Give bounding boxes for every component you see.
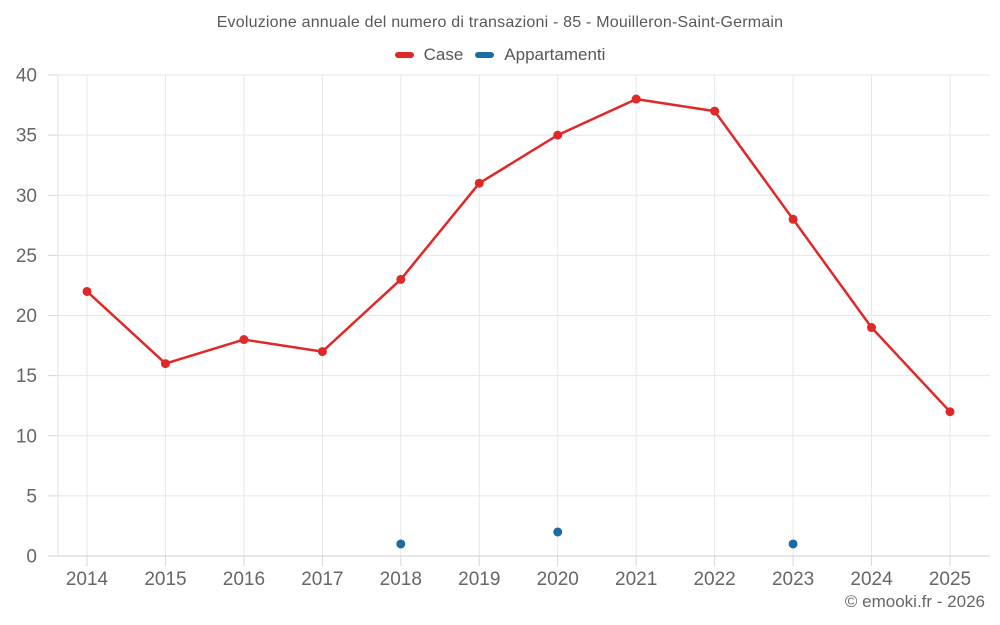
legend-item-appartamenti[interactable]: Appartamenti (475, 45, 605, 65)
y-axis-label: 20 (16, 306, 37, 327)
y-axis-label: 15 (16, 366, 37, 387)
y-axis-label: 5 (26, 486, 37, 507)
case-point-2017[interactable] (317, 347, 327, 357)
appartamenti-point-2023[interactable] (788, 539, 798, 549)
y-axis-label: 25 (16, 246, 37, 267)
case-point-2016[interactable] (239, 335, 249, 345)
x-axis-label: 2024 (850, 569, 893, 590)
y-axis-label: 40 (16, 66, 37, 87)
x-axis-label: 2023 (772, 569, 814, 590)
appartamenti-legend-swatch-icon (475, 52, 495, 58)
appartamenti-point-2020[interactable] (553, 527, 563, 537)
legend: Case Appartamenti (0, 45, 1000, 65)
appartamenti-legend-label: Appartamenti (504, 45, 606, 64)
x-axis-label: 2015 (144, 569, 186, 590)
x-axis-label: 2025 (929, 569, 971, 590)
x-axis-label: 2022 (693, 569, 735, 590)
y-axis-label: 35 (16, 126, 37, 147)
case-point-2019[interactable] (474, 178, 484, 188)
x-axis-label: 2016 (223, 569, 265, 590)
case-point-2022[interactable] (710, 106, 720, 116)
y-axis-label: 0 (26, 547, 37, 568)
x-axis-label: 2020 (537, 569, 579, 590)
case-point-2024[interactable] (867, 323, 877, 333)
x-axis-label: 2021 (615, 569, 657, 590)
chart-credit: © emooki.fr - 2026 (844, 592, 985, 611)
case-legend-label: Case (423, 45, 464, 64)
case-point-2015[interactable] (160, 359, 170, 369)
x-axis-label: 2019 (458, 569, 500, 590)
y-axis-label: 30 (16, 186, 37, 207)
case-point-2023[interactable] (788, 214, 798, 224)
x-axis-label: 2014 (66, 569, 109, 590)
case-point-2014[interactable] (82, 286, 92, 296)
legend-item-case[interactable]: Case (394, 45, 464, 65)
case-point-2021[interactable] (631, 94, 641, 104)
appartamenti-point-2018[interactable] (396, 539, 406, 549)
case-line (85, 97, 952, 413)
case-legend-swatch-icon (394, 52, 414, 58)
case-point-2025[interactable] (945, 407, 955, 417)
chart-title: Evoluzione annuale del numero di transaz… (216, 14, 784, 31)
x-axis-label: 2018 (380, 569, 422, 590)
case-point-2020[interactable] (553, 130, 563, 140)
y-axis-label: 10 (16, 426, 37, 447)
case-point-2018[interactable] (396, 274, 406, 284)
x-axis-label: 2017 (301, 569, 343, 590)
